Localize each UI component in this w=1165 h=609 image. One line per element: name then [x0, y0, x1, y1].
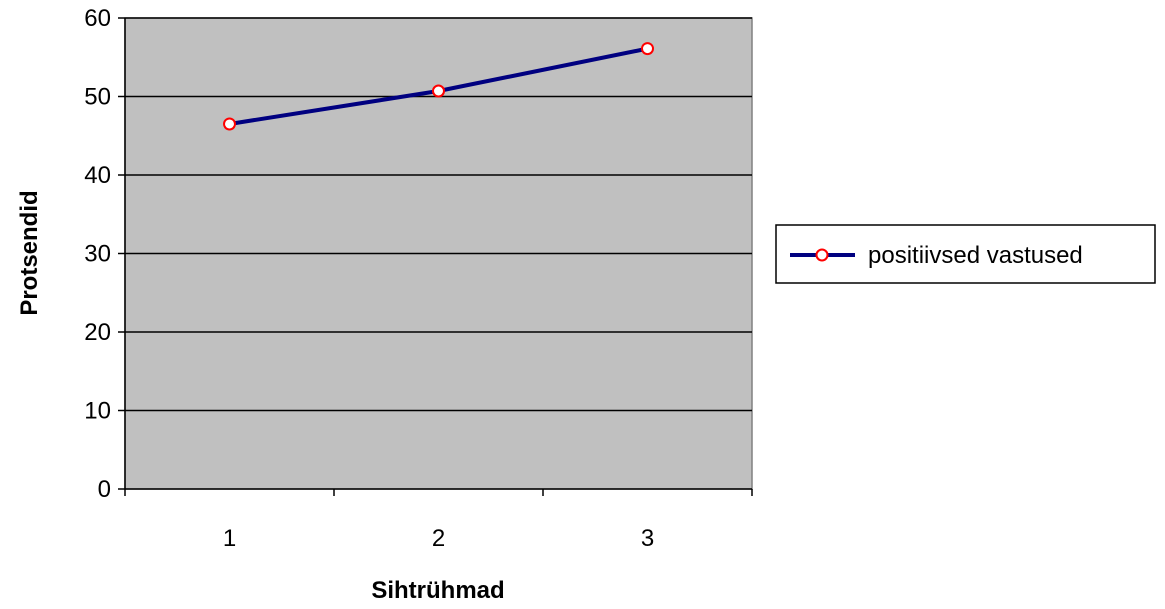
legend-label: positiivsed vastused	[868, 242, 1083, 269]
tick-labels: 0 10 20 30 40 50 60 1 2 3	[84, 5, 654, 552]
x-tick-label: 1	[223, 525, 236, 552]
y-tick-label: 30	[84, 241, 111, 268]
y-tick-label: 40	[84, 162, 111, 189]
y-tick-label: 0	[98, 476, 111, 503]
y-tick-label: 10	[84, 398, 111, 425]
axes	[118, 17, 753, 496]
x-tick-label: 2	[432, 525, 445, 552]
y-axis-title: Protsendid	[16, 190, 43, 315]
y-tick-label: 20	[84, 319, 111, 346]
data-point	[641, 42, 654, 56]
x-axis-title: Sihtrühmad	[371, 577, 504, 604]
x-tick-label: 3	[641, 525, 654, 552]
data-point	[432, 84, 445, 98]
y-tick-label: 50	[84, 84, 111, 111]
legend-marker-swatch	[815, 248, 829, 262]
data-point	[223, 117, 236, 131]
series-group	[223, 42, 654, 131]
legend: positiivsed vastused	[775, 224, 1156, 284]
y-tick-label: 60	[84, 5, 111, 32]
